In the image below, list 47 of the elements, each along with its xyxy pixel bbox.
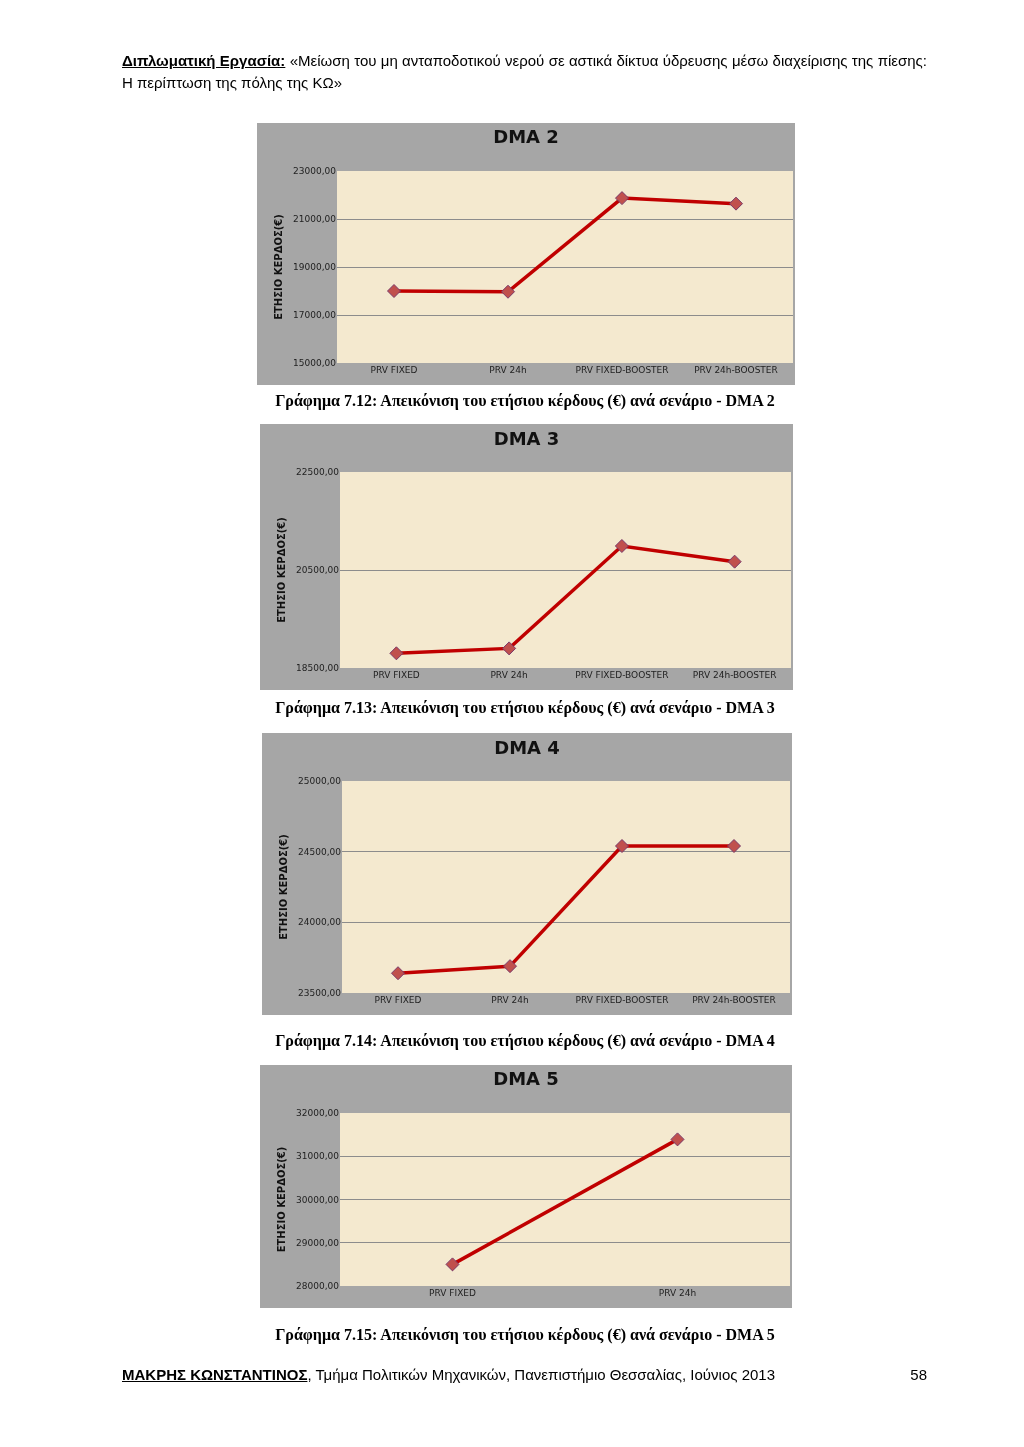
y-tick-label: 17000,00 <box>293 310 337 321</box>
y-tick-label: 20500,00 <box>296 565 340 576</box>
text: Διπλωματική Εργασία: <box>122 52 286 69</box>
y-axis-title: ΕΤΗΣΙΟ ΚΕΡΔΟΣ(€) <box>276 1146 288 1253</box>
y-axis-title: ΕΤΗΣΙΟ ΚΕΡΔΟΣ(€) <box>273 214 285 320</box>
y-tick-label: 29000,00 <box>296 1237 340 1248</box>
text: , Τμήμα Πολιτικών Μηχανικών, Πανεπιστήμιο Θεσσαλίας, Ιούνιος 2013 <box>307 1366 775 1383</box>
text: Γράφημα 7.15: Απεικόνιση του ετήσιου κέρδους (€) ανά σενάριο - DMA 5 <box>274 1326 776 1344</box>
x-tick-label: PRV 24h <box>489 365 527 375</box>
x-tick-label: PRV FIXED-BOOSTER <box>575 995 669 1005</box>
y-tick-label: 18500,00 <box>296 663 340 674</box>
x-tick-label: PRV FIXED-BOOSTER <box>575 365 669 375</box>
y-tick-label: 15000,00 <box>293 358 337 369</box>
x-tick-label: PRV 24h <box>658 1288 697 1298</box>
x-tick-label: PRV 24h-BOOSTER <box>692 670 777 680</box>
y-tick-label: 23500,00 <box>298 988 342 999</box>
chart-title: DMA 3 <box>493 427 560 449</box>
text: ΜΑΚΡΗΣ ΚΩΝΣΤΑΝΤΙΝΟΣ <box>122 1366 308 1383</box>
text: 58 <box>910 1366 927 1383</box>
x-tick-label: PRV 24h <box>490 670 528 680</box>
chart-title: DMA 4 <box>494 737 560 759</box>
y-tick-label: 25000,00 <box>298 776 342 787</box>
x-tick-label: PRV FIXED <box>370 365 418 375</box>
x-tick-label: PRV FIXED-BOOSTER <box>575 670 669 680</box>
y-tick-label: 19000,00 <box>293 262 337 273</box>
y-tick-label: 23000,00 <box>293 166 337 177</box>
text: Γράφημα 7.13: Απεικόνιση του ετήσιου κέρδους (€) ανά σενάριο - DMA 3 <box>274 699 776 717</box>
y-tick-label: 32000,00 <box>296 1108 340 1119</box>
y-tick-label: 30000,00 <box>296 1194 340 1205</box>
x-tick-label: PRV FIXED <box>429 1288 476 1298</box>
x-tick-label: PRV FIXED <box>372 670 420 680</box>
text: Γράφημα 7.14: Απεικόνιση του ετήσιου κέρδους (€) ανά σενάριο - DMA 4 <box>274 1032 776 1050</box>
x-tick-label: PRV 24h-BOOSTER <box>694 365 778 375</box>
text: Γράφημα 7.12: Απεικόνιση του ετήσιου κέρδους (€) ανά σενάριο - DMA 2 <box>274 392 776 410</box>
x-tick-label: PRV 24h <box>491 995 529 1005</box>
y-tick-label: 24500,00 <box>298 846 342 857</box>
chart-title: DMA 2 <box>493 126 559 148</box>
y-axis-title: ΕΤΗΣΙΟ ΚΕΡΔΟΣ(€) <box>276 517 288 623</box>
y-tick-label: 21000,00 <box>293 214 337 225</box>
y-tick-label: 22500,00 <box>296 467 340 478</box>
y-axis-title: ΕΤΗΣΙΟ ΚΕΡΔΟΣ(€) <box>278 834 290 940</box>
y-tick-label: 24000,00 <box>298 917 342 928</box>
y-tick-label: 28000,00 <box>296 1281 340 1292</box>
chart-title: DMA 5 <box>493 1067 559 1089</box>
x-tick-label: PRV FIXED <box>374 995 422 1005</box>
x-tick-label: PRV 24h-BOOSTER <box>692 995 776 1005</box>
y-tick-label: 31000,00 <box>296 1151 340 1162</box>
